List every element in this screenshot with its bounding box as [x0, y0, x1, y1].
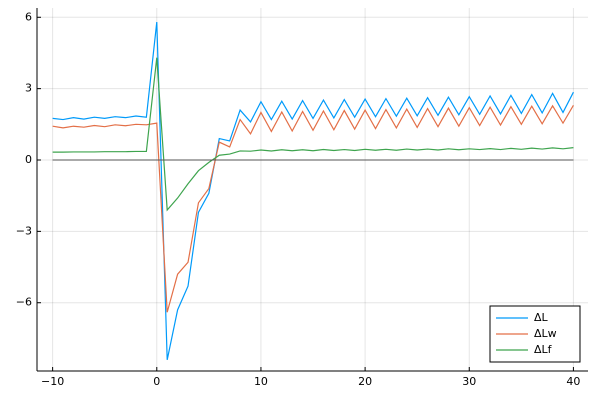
y-tick-label: 3: [25, 82, 32, 95]
legend-label: ΔLw: [534, 327, 557, 340]
series-line: [52, 57, 574, 212]
x-tick-label: −10: [41, 375, 64, 388]
x-tick-label: 30: [462, 375, 476, 388]
y-tick-label: −3: [16, 224, 32, 237]
series-line: [52, 104, 574, 313]
x-tick-label: 40: [566, 375, 580, 388]
y-tick-label: 0: [25, 153, 32, 166]
legend-label: ΔLf: [534, 343, 553, 356]
y-tick-label: 6: [25, 10, 32, 23]
x-tick-label: 0: [153, 375, 160, 388]
x-tick-label: 20: [358, 375, 372, 388]
y-tick-label: −6: [16, 296, 32, 309]
x-tick-label: 10: [254, 375, 268, 388]
legend-label: ΔL: [534, 311, 549, 324]
series-line: [52, 21, 574, 360]
